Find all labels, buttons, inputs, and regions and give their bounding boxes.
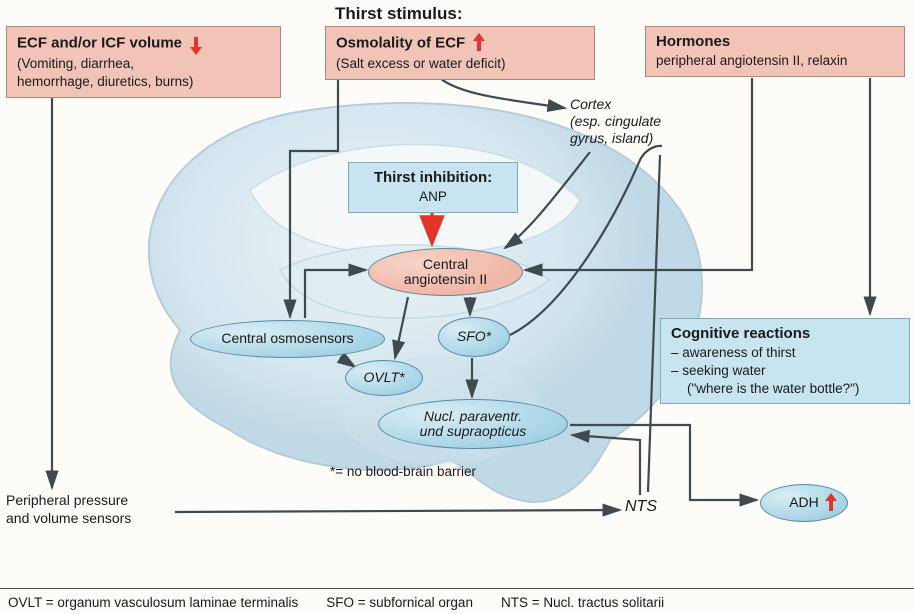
label-cortex: Cortex(esp. cingulategyrus, island)	[570, 96, 661, 146]
nucl-text: Nucl. paraventr.und supraopticus	[420, 409, 527, 440]
osmosensors-text: Central osmosensors	[221, 331, 353, 346]
node-central-osmosensors: Central osmosensors	[190, 320, 385, 358]
ecf-sub: (Vomiting, diarrhea,hemorrhage, diuretic…	[17, 56, 193, 89]
footer-legend: OVLT = organum vasculosum laminae termin…	[0, 588, 914, 610]
osm-up-arrow-icon	[473, 33, 485, 55]
box-ecf-volume: ECF and/or ICF volume (Vomiting, diarrhe…	[6, 26, 281, 98]
osm-sub: (Salt excess or water deficit)	[336, 56, 506, 71]
adh-up-arrow-icon	[825, 493, 837, 515]
footer-sfo: SFO = subfornical organ	[326, 595, 473, 610]
node-nts: NTS	[625, 498, 657, 516]
footer-nts: NTS = Nucl. tractus solitarii	[501, 595, 664, 610]
inhib-sub: ANP	[419, 189, 447, 204]
adh-text: ADH	[789, 495, 819, 510]
cog-line1: – awareness of thirst	[671, 345, 796, 360]
node-nucl-paraventr: Nucl. paraventr.und supraopticus	[378, 399, 568, 449]
label-peripheral-sensors: Peripheral pressureand volume sensors	[6, 492, 131, 527]
sfo-text: SFO*	[457, 329, 491, 344]
cog-title: Cognitive reactions	[671, 325, 810, 342]
ecf-title: ECF and/or ICF volume	[17, 35, 182, 52]
box-thirst-inhibition: Thirst inhibition: ANP	[348, 162, 518, 213]
cog-line3: ("where is the water bottle?")	[671, 381, 859, 396]
cog-line2: – seeking water	[671, 363, 766, 378]
node-central-angiotensin: Centralangiotensin II	[368, 248, 523, 296]
thirst-stimulus-title: Thirst stimulus:	[335, 4, 463, 24]
ovlt-text: OVLT*	[364, 370, 405, 385]
node-sfo: SFO*	[438, 317, 510, 357]
horm-sub: peripheral angiotensin II, relaxin	[656, 53, 847, 68]
ecf-down-arrow-icon	[190, 33, 202, 55]
box-hormones: Hormones peripheral angiotensin II, rela…	[645, 26, 905, 77]
node-adh: ADH	[760, 484, 848, 522]
horm-title: Hormones	[656, 33, 730, 50]
footer-ovlt: OVLT = organum vasculosum laminae termin…	[8, 595, 298, 610]
box-cognitive-reactions: Cognitive reactions – awareness of thirs…	[660, 318, 910, 404]
box-osmolality: Osmolality of ECF (Salt excess or water …	[325, 26, 595, 80]
central-angio-text: Centralangiotensin II	[404, 257, 487, 288]
osm-title: Osmolality of ECF	[336, 35, 465, 52]
node-ovlt: OVLT*	[345, 360, 423, 396]
inhib-title: Thirst inhibition:	[374, 169, 492, 186]
label-star-note: *= no blood-brain barrier	[330, 464, 476, 479]
